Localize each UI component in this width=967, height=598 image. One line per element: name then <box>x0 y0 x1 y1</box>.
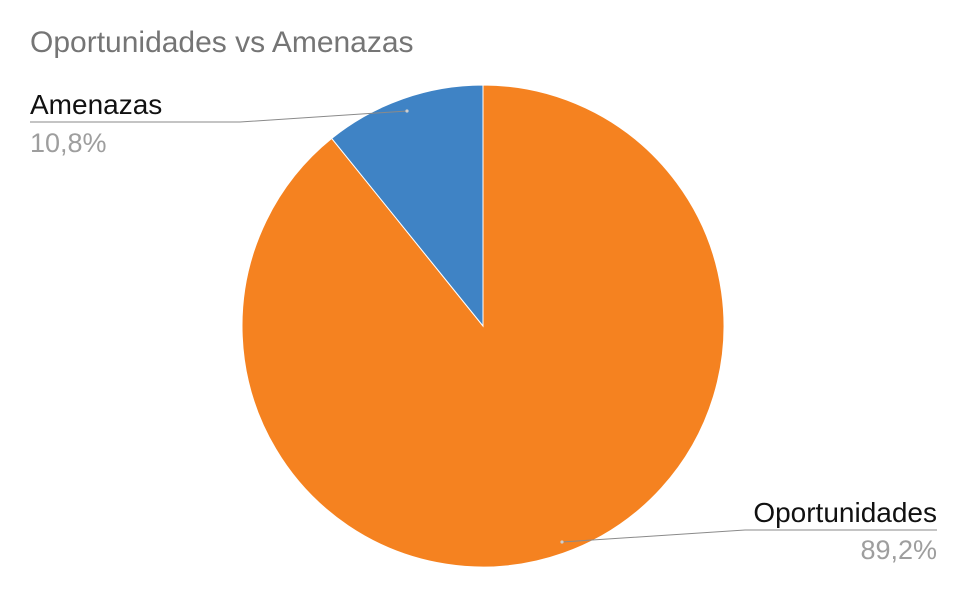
pie-slices <box>241 84 725 568</box>
leader-lines <box>30 109 937 544</box>
leader-dot-oportunidades <box>560 540 564 544</box>
leader-line-oportunidades <box>561 529 937 543</box>
leader-dot-amenazas <box>405 109 409 113</box>
slice-labels: Oportunidades 89,2% Amenazas 10,8% <box>30 89 937 565</box>
slice-label-amenazas: Amenazas <box>30 89 162 120</box>
pie-slice-amenazas <box>331 84 484 328</box>
slice-percent-amenazas: 10,8% <box>30 128 107 158</box>
leader-line-amenazas <box>30 110 408 123</box>
slice-percent-oportunidades: 89,2% <box>860 535 937 565</box>
chart-title: Oportunidades vs Amenazas <box>30 26 414 59</box>
slice-label-oportunidades: Oportunidades <box>753 497 937 528</box>
